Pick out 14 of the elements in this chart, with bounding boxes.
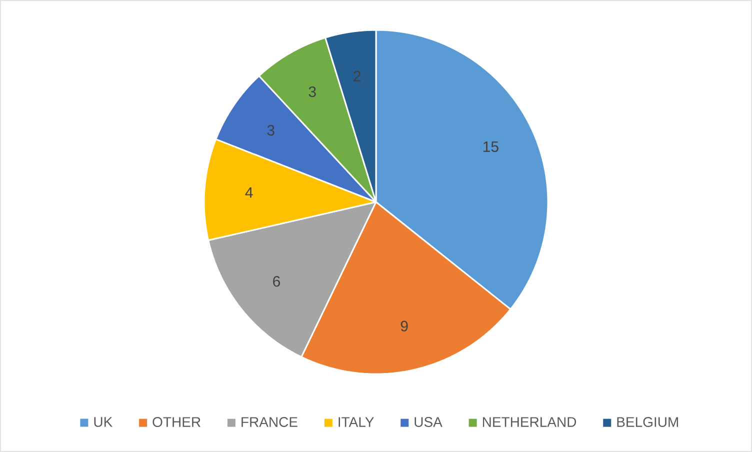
legend-label: NETHERLAND [482, 417, 576, 427]
legend-label: ITALY [338, 417, 374, 427]
data-label: 9 [400, 320, 408, 332]
data-label: 15 [483, 142, 498, 152]
data-label: 3 [267, 124, 274, 136]
legend-label: USA [414, 417, 442, 427]
data-label: 6 [273, 276, 280, 287]
legend-label: FRANCE [242, 417, 298, 427]
legend-label: BELGIUM [617, 417, 678, 427]
legend-label: OTHER [152, 417, 200, 427]
data-label: 2 [354, 70, 360, 82]
legend-label: UK [94, 417, 112, 427]
data-label: 4 [245, 187, 253, 198]
data-label: 3 [308, 86, 316, 98]
